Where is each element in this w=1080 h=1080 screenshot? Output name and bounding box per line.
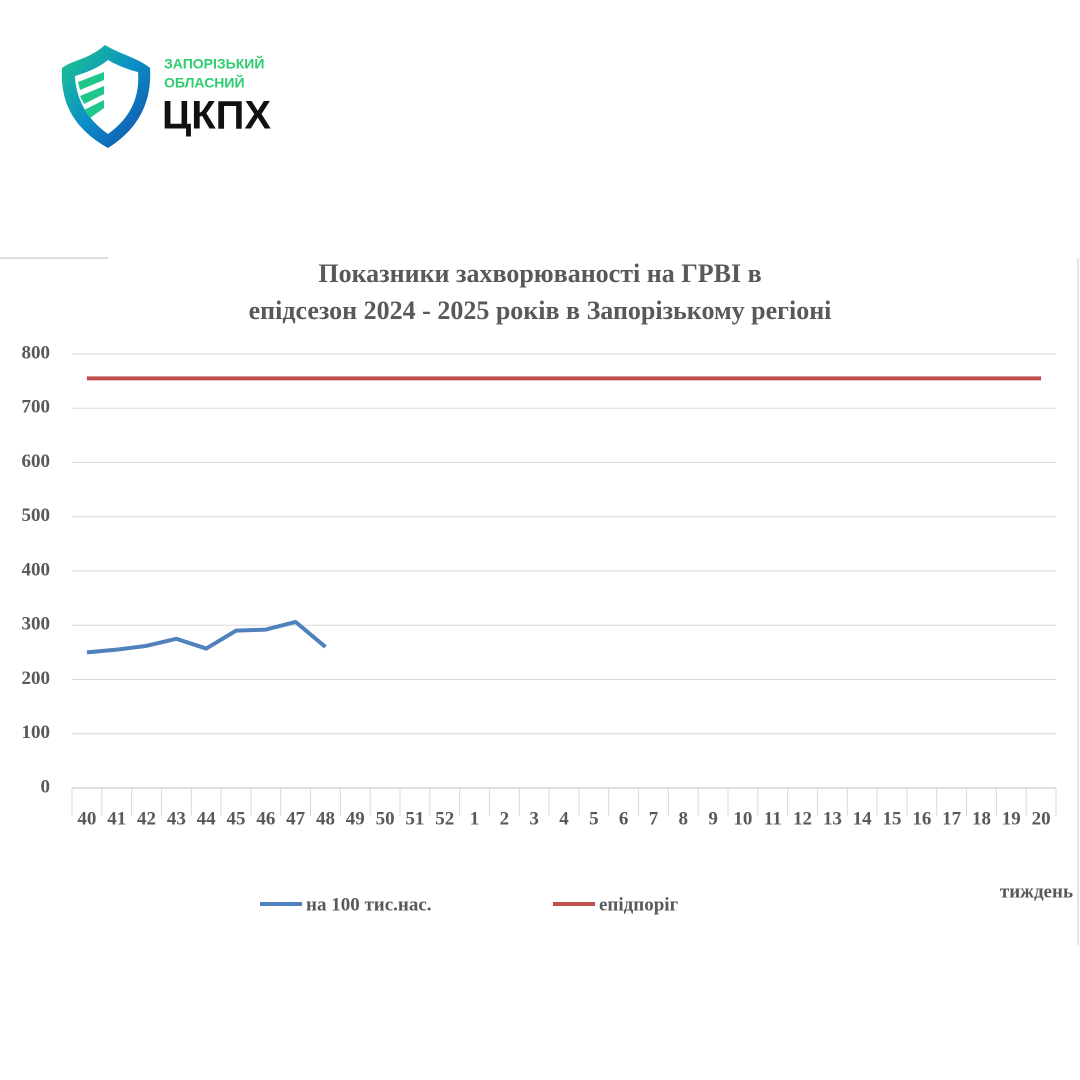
x-tick-label: 7 xyxy=(649,808,659,829)
logo-name: ЦКПХ xyxy=(162,94,271,138)
x-tick-label: 5 xyxy=(589,808,599,829)
x-tick-label: 4 xyxy=(559,808,569,829)
x-tick-label: 52 xyxy=(435,808,454,829)
x-tick-label: 8 xyxy=(679,808,689,829)
x-axis-label: тиждень xyxy=(1000,881,1073,902)
x-tick-label: 15 xyxy=(883,808,902,829)
x-tick-label: 41 xyxy=(107,808,126,829)
x-tick-label: 42 xyxy=(137,808,156,829)
x-tick-label: 19 xyxy=(1002,808,1021,829)
y-tick-label: 300 xyxy=(22,614,51,635)
x-tick-label: 50 xyxy=(376,808,395,829)
y-tick-label: 700 xyxy=(22,397,51,418)
x-tick-label: 51 xyxy=(405,808,424,829)
legend-label: епідпоріг xyxy=(599,894,679,915)
x-tick-label: 13 xyxy=(823,808,842,829)
x-tick-label: 2 xyxy=(500,808,510,829)
x-tick-label: 11 xyxy=(764,808,782,829)
logo-line1: ЗАПОРІЗЬКИЙ xyxy=(164,55,264,72)
x-tick-label: 45 xyxy=(227,808,246,829)
chart-title: Показники захворюваності на ГРВІ в xyxy=(318,259,761,288)
y-tick-label: 100 xyxy=(22,722,51,743)
y-tick-label: 500 xyxy=(22,505,51,526)
logo-shield xyxy=(61,45,151,148)
chart-title: епідсезон 2024 - 2025 років в Запорізько… xyxy=(249,296,832,325)
x-tick-label: 10 xyxy=(733,808,752,829)
x-tick-label: 9 xyxy=(708,808,718,829)
y-tick-label: 800 xyxy=(22,342,51,363)
x-tick-label: 46 xyxy=(256,808,275,829)
logo-line2: ОБЛАСНИЙ xyxy=(164,74,245,91)
y-tick-label: 200 xyxy=(22,668,51,689)
x-tick-label: 48 xyxy=(316,808,335,829)
x-tick-label: 44 xyxy=(197,808,217,829)
x-tick-label: 49 xyxy=(346,808,365,829)
x-tick-label: 1 xyxy=(470,808,480,829)
logo: ЗАПОРІЗЬКИЙ ОБЛАСНИЙ ЦКПХ xyxy=(61,45,271,148)
x-tick-label: 14 xyxy=(853,808,873,829)
x-tick-label: 40 xyxy=(77,808,96,829)
logo-stripes xyxy=(78,72,104,118)
x-tick-label: 6 xyxy=(619,808,629,829)
y-tick-label: 600 xyxy=(22,451,51,472)
x-tick-label: 20 xyxy=(1032,808,1051,829)
x-tick-label: 16 xyxy=(912,808,931,829)
x-tick-label: 3 xyxy=(529,808,539,829)
series-line xyxy=(86,619,327,655)
legend-label: на 100 тис.нас. xyxy=(306,894,432,915)
y-tick-label: 0 xyxy=(41,776,51,797)
x-tick-label: 43 xyxy=(167,808,186,829)
x-tick-label: 12 xyxy=(793,808,812,829)
y-tick-label: 400 xyxy=(22,559,51,580)
x-tick-label: 47 xyxy=(286,808,306,829)
x-tick-label: 18 xyxy=(972,808,991,829)
x-tick-label: 17 xyxy=(942,808,962,829)
